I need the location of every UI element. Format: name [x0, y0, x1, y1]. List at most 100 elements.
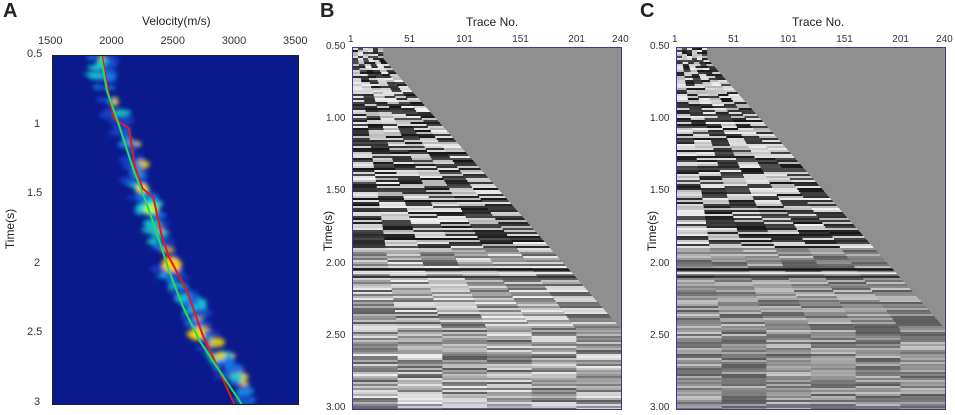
- trace-sample: [364, 62, 371, 64]
- trace-sample: [363, 50, 369, 52]
- trace-sample: [487, 334, 533, 336]
- trace-sample: [390, 108, 404, 110]
- trace-sample: [353, 408, 399, 409]
- trace-sample: [385, 68, 393, 70]
- trace-sample: [353, 222, 384, 224]
- trace-sample: [810, 328, 857, 330]
- trace-sample: [368, 76, 377, 78]
- trace-sample: [361, 82, 372, 84]
- trace-sample: [766, 386, 812, 388]
- trace-sample: [787, 212, 816, 214]
- trace-sample: [900, 380, 945, 382]
- trace-sample: [399, 184, 425, 186]
- trace-sample: [372, 158, 394, 160]
- trace-sample: [385, 136, 404, 138]
- trace-sample: [723, 130, 741, 132]
- trace-sample: [397, 100, 410, 102]
- trace-sample: [748, 266, 785, 268]
- trace-sample: [716, 294, 758, 296]
- trace-sample: [726, 192, 752, 194]
- trace-sample: [454, 254, 489, 256]
- trace-sample: [386, 70, 395, 72]
- trace-sample: [369, 80, 379, 82]
- trace-sample: [497, 270, 535, 272]
- trace-sample: [677, 100, 690, 102]
- trace-sample: [526, 260, 562, 262]
- trace-sample: [766, 404, 812, 406]
- trace-sample: [721, 378, 768, 380]
- trace-sample: [712, 104, 725, 106]
- trace-sample: [511, 240, 545, 242]
- trace-sample: [429, 284, 469, 286]
- trace-sample: [430, 130, 448, 132]
- trace-sample: [687, 50, 693, 52]
- trace-sample: [709, 68, 717, 70]
- trace-sample: [487, 360, 533, 362]
- trace-sample: [353, 164, 375, 166]
- trace-sample: [772, 242, 806, 244]
- trace-sample: [410, 154, 431, 156]
- trace-sample: [715, 90, 727, 92]
- trace-sample: [708, 130, 725, 132]
- trace-sample: [442, 344, 488, 346]
- trace-sample: [427, 194, 454, 196]
- trace-sample: [397, 342, 444, 344]
- trace-sample: [353, 190, 379, 192]
- trace-sample: [677, 404, 723, 406]
- trace-sample: [438, 314, 482, 316]
- trace-sample: [489, 256, 525, 258]
- trace-sample: [789, 280, 829, 282]
- trace-sample: [444, 180, 469, 182]
- trace-sample: [717, 298, 759, 300]
- trace-sample: [436, 166, 459, 168]
- trace-sample: [576, 404, 621, 406]
- trace-sample: [375, 100, 388, 102]
- trace-sample: [408, 118, 423, 120]
- trace-sample: [686, 88, 697, 90]
- trace-sample: [847, 256, 883, 258]
- trace-sample: [677, 50, 683, 52]
- trace-sample: [372, 68, 380, 70]
- trace-sample: [677, 172, 700, 174]
- trace-sample: [420, 254, 456, 256]
- trace-sample: [359, 70, 368, 72]
- trace-sample: [358, 64, 366, 66]
- trace-sample: [555, 300, 597, 302]
- trace-sample: [721, 340, 768, 342]
- trace-sample: [517, 248, 552, 250]
- trace-sample: [721, 362, 768, 364]
- trace-sample: [362, 88, 373, 90]
- trace-sample: [353, 206, 381, 208]
- trace-sample: [891, 316, 936, 318]
- trace-sample: [353, 208, 381, 210]
- trace-sample: [433, 134, 451, 136]
- trace-sample: [713, 74, 723, 76]
- trace-sample: [397, 332, 444, 334]
- trace-sample: [817, 264, 855, 266]
- trace-sample: [697, 70, 706, 72]
- trace-sample: [443, 230, 475, 232]
- trace-sample: [492, 214, 522, 216]
- trace-sample: [900, 404, 945, 406]
- trace-sample: [576, 336, 621, 338]
- trace-sample: [397, 124, 413, 126]
- trace-sample: [702, 52, 708, 54]
- trace-sample: [375, 176, 399, 178]
- trace-sample: [402, 194, 429, 196]
- trace-sample: [353, 204, 381, 206]
- trace-sample: [677, 184, 702, 186]
- trace-sample: [768, 180, 793, 182]
- trace-sample: [421, 140, 440, 142]
- trace-sample: [377, 80, 387, 82]
- trace-sample: [800, 304, 843, 306]
- trace-sample: [691, 126, 708, 128]
- trace-sample: [445, 182, 470, 184]
- trace-sample: [392, 294, 434, 296]
- trace-sample: [373, 50, 379, 52]
- trace-sample: [807, 246, 841, 248]
- trace-sample: [426, 190, 452, 192]
- trace-sample: [740, 168, 763, 170]
- trace-sample: [353, 230, 385, 232]
- trace-sample: [715, 288, 756, 290]
- trace-sample: [487, 340, 533, 342]
